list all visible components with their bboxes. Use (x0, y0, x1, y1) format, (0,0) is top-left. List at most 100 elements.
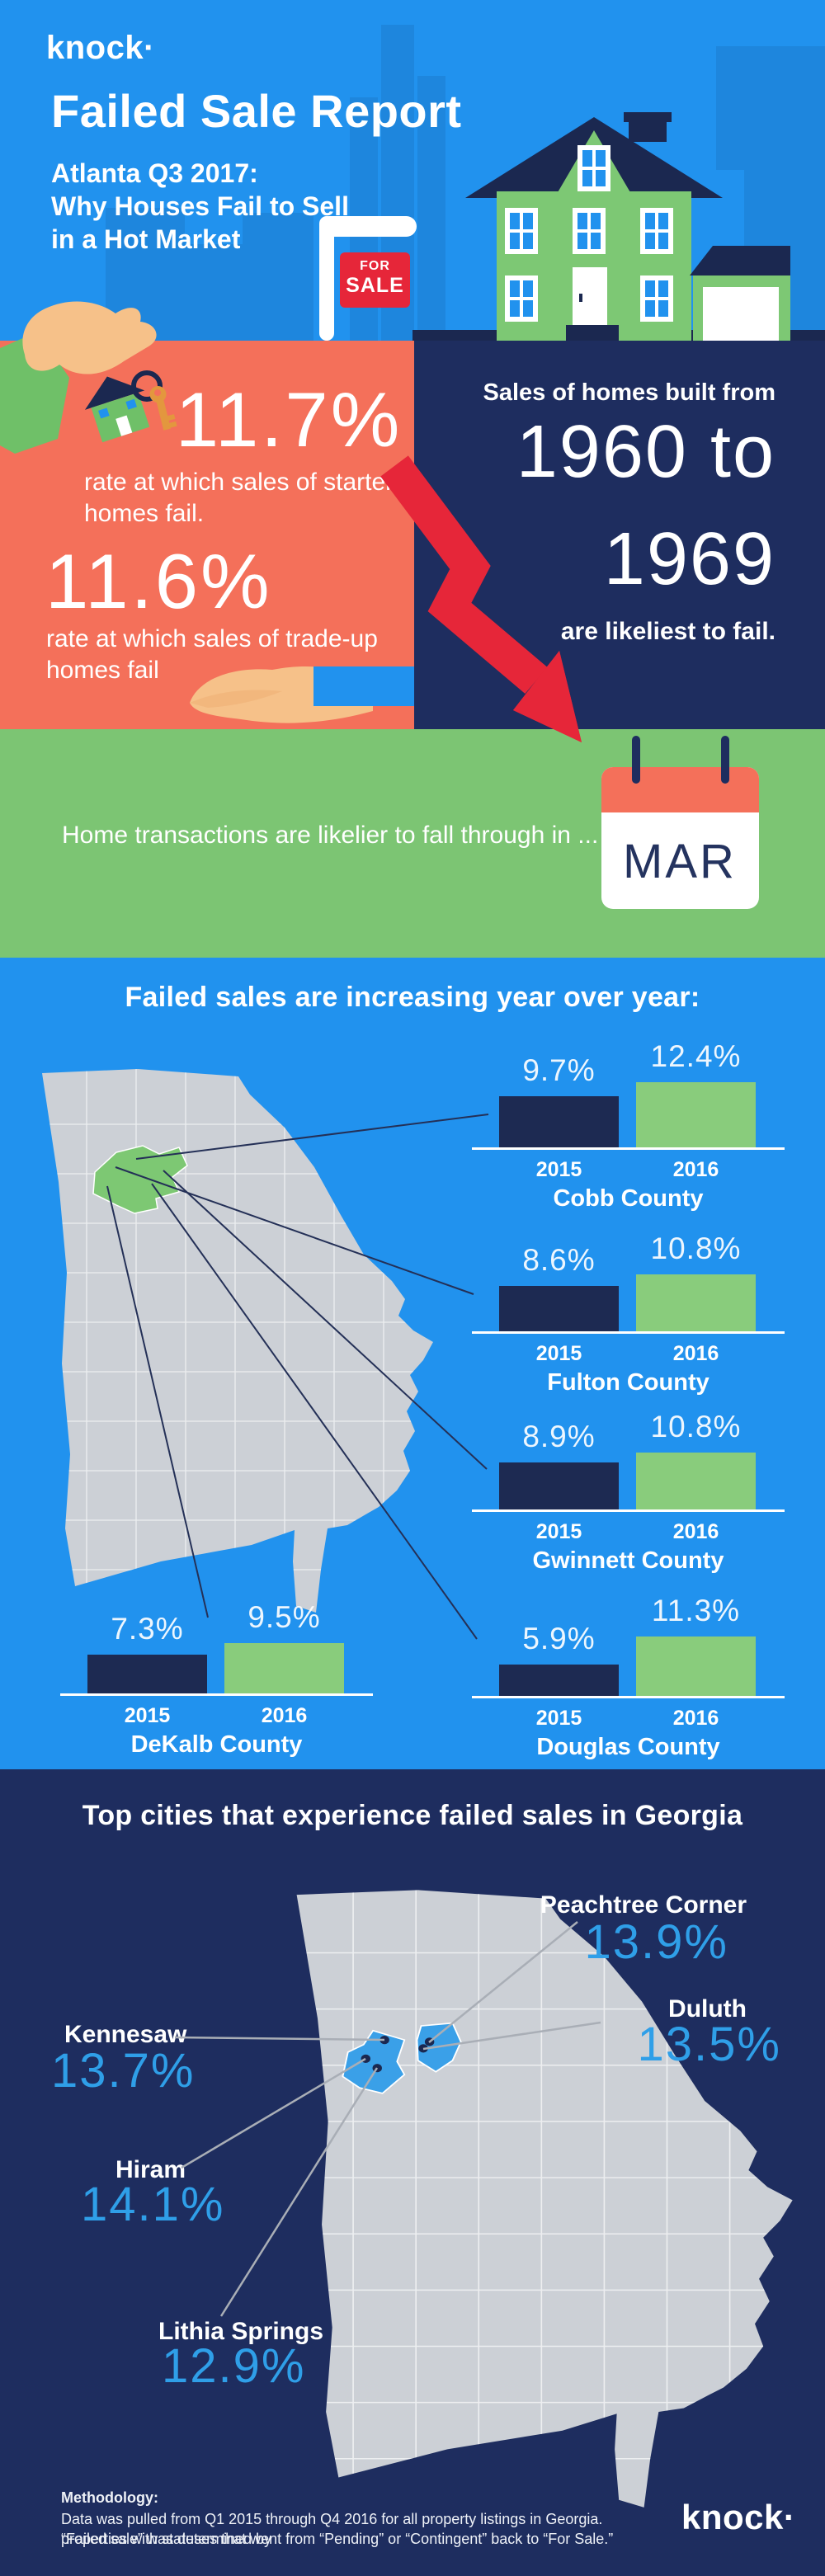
bar-2016 (224, 1643, 344, 1693)
methodology-line2: properties with statuses that went from … (61, 2531, 614, 2547)
bar-2016 (636, 1274, 756, 1331)
chart-plot: 7.3% 9.5% (60, 1578, 373, 1696)
bar-value-label: 8.6% (522, 1243, 596, 1277)
sleeve-cuff (314, 666, 414, 706)
bar-2015 (499, 1096, 619, 1147)
chart-gwinnett-county: 8.9% 10.8% 2015 2016 Gwinnett County (472, 1394, 785, 1584)
bar-2015 (87, 1655, 207, 1693)
bar-2015 (499, 1462, 619, 1509)
subtitle-line: in a Hot Market (51, 224, 241, 254)
starter-rate-value: 11.7% (175, 376, 403, 463)
bar-value-label: 11.3% (651, 1594, 741, 1627)
county-borders (296, 1890, 793, 2508)
x-axis-label: 2016 (672, 1342, 719, 1365)
x-axis-label: 2015 (535, 1342, 582, 1365)
house-illustration (465, 112, 790, 341)
chart-plot: 5.9% 11.3% (472, 1580, 785, 1698)
x-axis-label: 2015 (535, 1520, 582, 1543)
bar-value-label: 12.4% (650, 1039, 742, 1073)
bar-2016 (636, 1636, 756, 1696)
highlighted-counties-blue-west (342, 2029, 406, 2094)
sign-text-sale: SALE (346, 274, 404, 297)
house-keychain-icon (84, 376, 150, 443)
page-title: Failed Sale Report (51, 85, 462, 137)
county-section-title: Failed sales are increasing year over ye… (125, 982, 700, 1013)
city-label-lithia-springs: Lithia Springs (158, 2318, 324, 2345)
chart-title: Gwinnett County (532, 1547, 724, 1574)
city-pct-lithia-springs: 12.9% (162, 2339, 306, 2393)
city-label-kennesaw: Kennesaw (64, 2021, 187, 2048)
bar-value-label: 9.7% (522, 1053, 596, 1087)
month-statement: Home transactions are likelier to fall t… (62, 822, 599, 849)
skyline-building (185, 244, 243, 341)
subtitle-line: Atlanta Q3 2017: (51, 158, 258, 188)
starter-homes-section (0, 341, 414, 729)
county-borders (42, 1069, 433, 1613)
built-range-end: 1969 (603, 518, 776, 600)
chart-fulton-county: 8.6% 10.8% 2015 2016 Fulton County (472, 1216, 785, 1406)
x-axis-label: 2016 (261, 1704, 308, 1727)
x-axis-label: 2015 (535, 1707, 582, 1730)
bar-value-label: 10.8% (650, 1231, 742, 1265)
built-range-start: 1960 to (516, 411, 776, 493)
methodology-line1: Data was pulled from Q1 2015 through Q4 … (61, 2511, 603, 2547)
key-icon (149, 386, 177, 431)
chart-douglas-county: 5.9% 11.3% 2015 2016 Douglas County (472, 1580, 785, 1770)
skyline-building (716, 46, 825, 170)
starter-rate-desc: rate at which sales of starter homes fai… (84, 469, 394, 527)
sign-panel: FOR SALE (340, 252, 410, 308)
skyline-building (417, 76, 446, 341)
for-sale-sign: FOR SALE (319, 216, 418, 341)
bar-2015 (499, 1665, 619, 1696)
chart-title: Cobb County (553, 1185, 704, 1212)
knock-logo: knock· (46, 30, 155, 66)
chart-cobb-county: 9.7% 12.4% 2015 2016 Cobb County (472, 1032, 785, 1222)
bar-value-label: 9.5% (248, 1600, 321, 1634)
chart-plot: 8.9% 10.8% (472, 1394, 785, 1512)
x-axis-label: 2016 (672, 1520, 719, 1543)
sign-post (319, 216, 334, 341)
highlighted-counties-green (92, 1145, 188, 1214)
sign-text-for: FOR (360, 259, 390, 273)
city-label-hiram: Hiram (116, 2156, 186, 2183)
city-pct-kennesaw: 13.7% (51, 2044, 196, 2098)
county-connector-lines (106, 1114, 489, 1640)
city-pct-duluth: 13.5% (637, 2018, 781, 2071)
bar-value-label: 10.8% (650, 1410, 742, 1443)
built-years-section (414, 341, 825, 729)
skyline-building (243, 213, 314, 341)
city-pct-peachtree-corner: 13.9% (584, 1915, 728, 1969)
chart-title: Douglas County (536, 1734, 720, 1760)
falling-arrow-icon (380, 455, 582, 742)
x-axis-label: 2016 (672, 1158, 719, 1181)
city-section-title: Top cities that experience failed sales … (82, 1800, 743, 1831)
knock-logo-footer: knock· (681, 2498, 796, 2536)
bar-2016 (636, 1082, 756, 1147)
built-outro: are likeliest to fail. (560, 618, 776, 645)
city-pct-hiram: 14.1% (81, 2178, 225, 2231)
sign-crossbar (319, 216, 417, 237)
tradeup-rate-value: 11.6% (45, 538, 272, 624)
hand-with-keys-illustration (0, 301, 177, 454)
x-axis-label: 2015 (124, 1704, 171, 1727)
header-section: knock· Failed Sale Report Atlanta Q3 201… (0, 0, 825, 341)
bar-2015 (499, 1286, 619, 1331)
city-label-peachtree-corner: Peachtree Corner (540, 1891, 747, 1919)
city-connector-lines (174, 1921, 601, 2317)
chart-title: DeKalb County (130, 1731, 303, 1758)
window-icon (505, 208, 673, 322)
open-hand-illustration (190, 666, 414, 723)
bar-value-label: 7.3% (111, 1612, 184, 1646)
built-years-text: Sales of homes built from 1960 to 1969 a… (446, 379, 776, 646)
georgia-map-counties (42, 1069, 433, 1613)
methodology-heading: Methodology: (61, 2489, 158, 2506)
chart-dekalb-county: 7.3% 9.5% 2015 2016 DeKalb County (60, 1578, 373, 1768)
chart-plot: 9.7% 12.4% (472, 1032, 785, 1150)
x-axis-label: 2016 (672, 1707, 719, 1730)
keyring-icon (131, 370, 163, 402)
city-dots (361, 2036, 435, 2073)
city-label-duluth: Duluth (668, 1995, 747, 2023)
chart-title: Fulton County (547, 1369, 710, 1396)
subtitle-line: Why Houses Fail to Sell (51, 191, 349, 221)
